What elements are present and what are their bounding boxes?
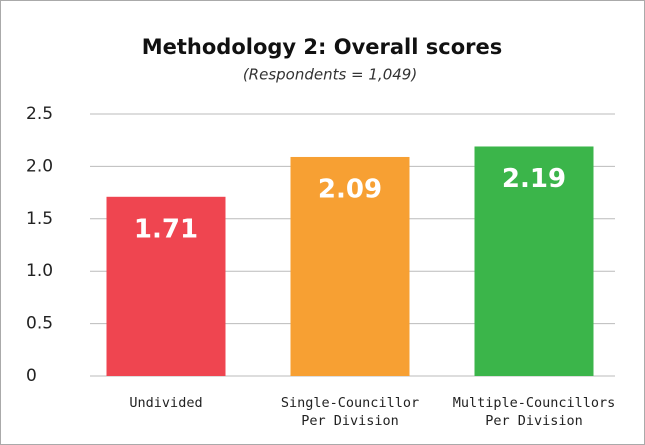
x-tick-label: Single-Councillor Per Division — [280, 395, 420, 429]
y-tick-label: 2.0 — [26, 156, 53, 176]
x-tick-label: Multiple-Councillors Per Division — [452, 395, 616, 429]
chart-title: Methodology 2: Overall scores — [142, 35, 503, 59]
y-tick-label: 2.5 — [26, 104, 53, 124]
bar — [106, 196, 226, 376]
y-tick-label: 0 — [26, 366, 37, 386]
value-label: 2.19 — [502, 164, 566, 194]
chart-subtitle: (Respondents = 1,049) — [243, 66, 417, 84]
y-tick-label: 1.0 — [26, 261, 53, 281]
value-label: 2.09 — [318, 174, 382, 204]
bar — [290, 156, 410, 376]
bar — [474, 146, 594, 376]
x-tick-label: Undivided — [129, 395, 203, 411]
y-tick-label: 0.5 — [26, 314, 53, 334]
value-label: 1.71 — [134, 214, 198, 244]
y-tick-label: 1.5 — [26, 209, 53, 229]
